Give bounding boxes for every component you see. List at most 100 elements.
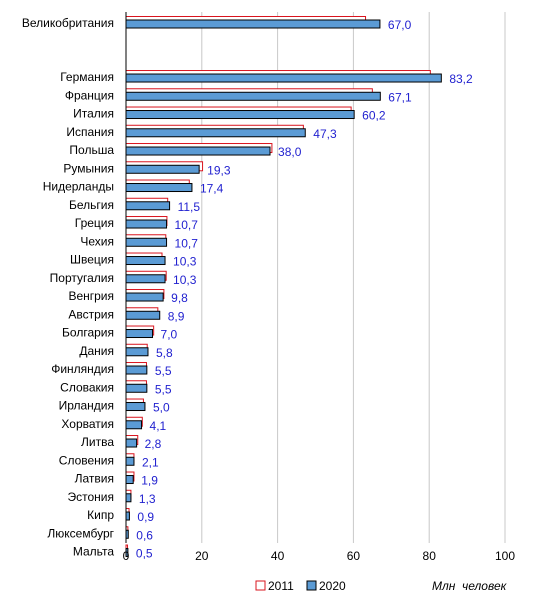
- bar-2020: [125, 456, 135, 466]
- bar-2020: [125, 438, 138, 448]
- legend-label-2020: 2020: [319, 579, 346, 593]
- category-label: Болгария: [62, 326, 114, 340]
- value-label: 17,4: [200, 182, 224, 196]
- value-label: 10,3: [173, 273, 197, 287]
- category-label: Германия: [60, 70, 114, 84]
- category-label: Словакия: [60, 380, 114, 394]
- value-label: 1,9: [141, 474, 158, 488]
- x-tick-labels: 0 20 40 60 80 100: [123, 549, 516, 563]
- bar-2020: [125, 383, 148, 393]
- value-label: 67,1: [388, 90, 412, 104]
- legend-label-2011: 2011: [268, 579, 294, 593]
- value-label: 10,7: [175, 218, 199, 232]
- value-labels: 67,0 83,2 67,160,2 47,3 38,0 19,3 17,4 11,5 10,7…: [136, 18, 473, 561]
- category-label: Эстония: [68, 490, 115, 504]
- legend: 2011 2020: [255, 579, 346, 593]
- category-label: Словения: [59, 453, 114, 467]
- value-label: 47,3: [313, 127, 337, 141]
- category-label: Румыния: [63, 161, 114, 175]
- value-label: 38,0: [278, 145, 302, 159]
- bar-2020: [125, 365, 148, 375]
- x-tick-label: 40: [271, 549, 285, 563]
- value-label: 5,5: [155, 364, 172, 378]
- category-label: Литва: [81, 435, 114, 449]
- bar-2020: [125, 475, 134, 485]
- category-label: Дания: [79, 344, 114, 358]
- category-label: Хорватия: [61, 417, 114, 431]
- bar-2020: [125, 493, 132, 503]
- bar-2020: [125, 329, 154, 339]
- value-label: 0,5: [136, 547, 153, 561]
- category-label: Польша: [69, 143, 114, 157]
- value-label: 5,8: [156, 346, 173, 360]
- value-label: 2,1: [142, 455, 159, 469]
- bar-2020: [125, 310, 161, 320]
- value-label: 5,5: [155, 382, 172, 396]
- category-labels: Великобритания Германия Франция Италия Испан…: [22, 16, 115, 559]
- value-label: 0,6: [136, 528, 153, 542]
- value-label: 4,1: [150, 419, 167, 433]
- category-label: Италия: [73, 107, 114, 121]
- legend-swatch-2011: [255, 580, 266, 591]
- bar-2020: [125, 548, 129, 558]
- value-label: 10,3: [173, 255, 197, 269]
- category-label: Финляндия: [51, 362, 114, 376]
- value-label: 67,0: [388, 18, 412, 32]
- x-tick-label: 60: [347, 549, 361, 563]
- category-label: Нидерланды: [43, 180, 114, 194]
- x-tick-label: 80: [423, 549, 437, 563]
- value-label: 8,9: [168, 309, 185, 323]
- bar-2020: [125, 19, 381, 29]
- bar-2020: [125, 183, 193, 193]
- category-label: Швеция: [70, 253, 114, 267]
- category-label: Австрия: [68, 307, 114, 321]
- x-tick-label: 0: [123, 549, 130, 563]
- category-label: Люксембург: [47, 526, 114, 540]
- category-label: Великобритания: [22, 16, 114, 30]
- value-label: 19,3: [207, 163, 231, 177]
- category-label: Венгрия: [68, 289, 114, 303]
- value-label: 1,3: [139, 492, 156, 506]
- category-label: Испания: [66, 125, 114, 139]
- x-tick-label: 100: [495, 549, 515, 563]
- bar-2020: [125, 73, 442, 83]
- bar-2020: [125, 402, 146, 412]
- value-label: 0,9: [137, 510, 154, 524]
- bar-2020: [125, 164, 200, 174]
- bar-2020: [125, 292, 164, 302]
- category-label: Латвия: [75, 472, 114, 486]
- value-label: 7,0: [161, 328, 178, 342]
- bar-2020: [125, 420, 143, 430]
- unit-label: Млн человек: [432, 579, 508, 593]
- bar-2020: [125, 128, 306, 138]
- bar-2020: [125, 146, 271, 156]
- category-label: Чехия: [80, 234, 114, 248]
- value-label: 60,2: [362, 109, 386, 123]
- category-label: Кипр: [87, 508, 114, 522]
- legend-swatch-2020: [306, 580, 317, 591]
- category-label: Греция: [75, 216, 114, 230]
- bar-2020: [125, 201, 171, 211]
- bar-2020: [125, 219, 168, 229]
- bar-2020: [125, 91, 381, 101]
- category-label: Португалия: [50, 271, 114, 285]
- bar-2020: [125, 347, 149, 357]
- category-label: Бельгия: [69, 198, 114, 212]
- x-tick-label: 20: [195, 549, 209, 563]
- bar-2020: [125, 511, 130, 521]
- value-label: 11,5: [178, 200, 201, 214]
- value-label: 2,8: [145, 437, 162, 451]
- category-label: Ирландия: [59, 399, 114, 413]
- bar-2020: [125, 110, 355, 120]
- value-label: 5,0: [153, 401, 170, 415]
- value-label: 83,2: [449, 72, 473, 86]
- value-label: 10,7: [175, 236, 199, 250]
- bar-2020: [125, 237, 168, 247]
- bars: [125, 16, 442, 558]
- bar-2020: [125, 274, 166, 284]
- category-label: Франция: [65, 88, 114, 102]
- category-label: Мальта: [73, 545, 114, 559]
- bar-2020: [125, 256, 166, 266]
- value-label: 9,8: [171, 291, 188, 305]
